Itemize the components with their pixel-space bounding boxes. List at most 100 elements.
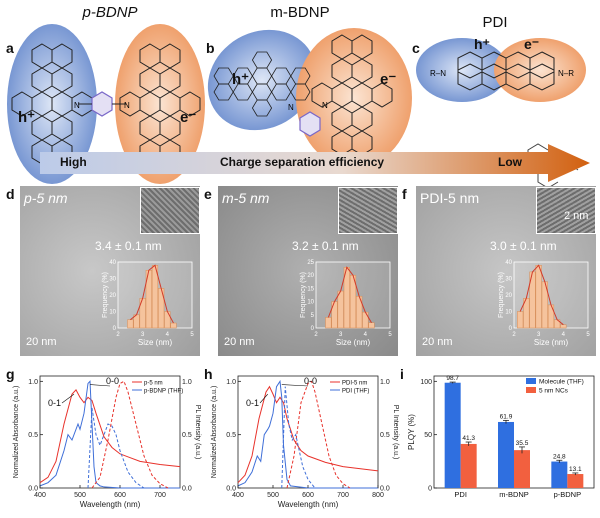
size-label-e: 3.2 ± 0.1 nm [292,239,359,253]
hist-ylabel: Frequency (%) [498,272,505,318]
annotation-0-0: 0-0 [106,376,119,386]
bar-value-label: 13.1 [569,466,582,473]
hist-bar [560,324,567,329]
xtick-label: 400 [34,492,46,499]
hist-ytick: 0 [311,326,315,332]
bar-value-label: 35.5 [516,440,529,447]
hole-label-b: h⁺ [232,71,250,88]
legend-swatch [526,378,536,384]
histogram-d: 2 3 4 5 0 10 20 30 40 Size (nm) Frequency (%) [102,260,194,347]
histogram-f: 2 3 4 5 0 10 20 30 40 Size (nm) Frequency (%) [498,260,590,347]
hist-xtick: 4 [562,332,566,338]
hist-xtick: 5 [190,332,194,338]
hist-ytick: 30 [109,277,116,283]
series-line [286,380,351,489]
hist-ytick: 40 [505,260,512,266]
series-line [87,407,145,489]
annotation-line [281,384,309,387]
hist-xtick: 2 [314,332,318,338]
hist-xtick: 5 [586,332,590,338]
electron-lobe-c [494,38,586,102]
xtick-label: 800 [372,492,384,499]
panel-label-d: d [6,186,15,202]
bar-value-label: 61.9 [500,413,513,420]
svg-text:N: N [124,101,130,110]
hist-ytick: 25 [307,260,314,266]
hist-xtick: 4 [166,332,170,338]
legend-entry: p-BDNP (THF) [144,389,183,395]
arrow-middle: Charge separation efficiency [220,155,385,169]
ytick-label-right: 0.0 [380,486,390,493]
hist-bar [151,265,159,329]
tem-title-e: m-5 nm [222,190,270,206]
hist-bar [337,290,344,329]
bar [460,443,477,488]
svg-text:N–R: N–R [558,69,574,78]
plot-frame [39,375,181,489]
panel-label-e: e [204,186,212,202]
xtick-label: 500 [267,492,279,499]
legend-entry: 5 nm NCs [539,388,569,395]
panel-label-g: g [6,366,15,382]
ytick-label-right: 0.5 [380,432,390,439]
annotation-line [89,384,111,387]
ytick-label-right: 0.5 [182,432,192,439]
series-line [281,386,316,489]
svg-text:N: N [322,101,328,110]
hist-ytick: 10 [109,310,116,316]
panel-label-a: a [6,40,14,56]
tem-inset-scale-f: 2 nm [564,210,589,222]
top-row: p-BDNP m-BDNP PDI a b c [0,0,600,200]
hist-xlabel: Size (nm) [336,338,371,347]
hist-fit-curve [130,264,174,324]
series-line [39,389,181,484]
hist-ytick: 0 [509,326,513,332]
ytick-label: 50 [424,432,432,439]
hist-ytick: 40 [109,260,116,266]
legend-entry: PDI (THF) [342,389,369,395]
panel-label-i: i [400,366,404,382]
ytick-label: 0 [428,486,432,493]
x-axis-label: Wavelength (nm) [80,500,141,509]
ytick-label-right: 0.0 [182,486,192,493]
charge-separation-arrow [40,144,590,182]
hole-label-c: h⁺ [474,36,490,52]
electron-label-a: e⁻ [180,109,197,126]
hist-ytick: 20 [505,293,512,299]
hist-xtick: 5 [388,332,392,338]
hist-fit-curve [327,266,372,323]
tem-title-f: PDI-5 nm [420,190,480,206]
hist-xtick: 3 [339,332,343,338]
hist-bar [535,265,542,329]
molecule-drawings: N N N N R–N N–R [7,24,586,189]
title-pdi: PDI [482,14,508,31]
ytick-label-right: 1.0 [182,379,192,386]
scale-bar-f: 20 nm [422,336,453,348]
xtick-label: 600 [302,492,314,499]
hist-ytick: 15 [307,286,314,292]
hist-xtick: 2 [116,332,120,338]
hist-ytick: 0 [113,326,117,332]
tem-inset-d [140,187,200,234]
hist-xlabel: Size (nm) [138,338,173,347]
bar-value-label: 24.8 [553,453,566,460]
tem-inset-e [338,187,398,234]
hist-ytick: 20 [109,293,116,299]
ytick-label: 0.0 [28,486,38,493]
annotation-0-1: 0-1 [48,398,61,408]
xtick-label: 600 [114,492,126,499]
category-label: PDI [454,490,467,499]
ytick-label: 0.5 [28,432,38,439]
hist-ytick: 5 [311,313,315,319]
ytick-label: 1.0 [28,379,38,386]
series-line [91,380,169,489]
hist-ytick: 30 [505,277,512,283]
bar [444,382,461,488]
hole-lobe-b [207,29,317,131]
bar [551,461,568,488]
panel-label-h: h [204,366,213,382]
legend-entry: Molecule (THF) [539,379,584,386]
arrow-high: High [60,155,87,169]
x-axis-label: Wavelength (nm) [278,500,339,509]
